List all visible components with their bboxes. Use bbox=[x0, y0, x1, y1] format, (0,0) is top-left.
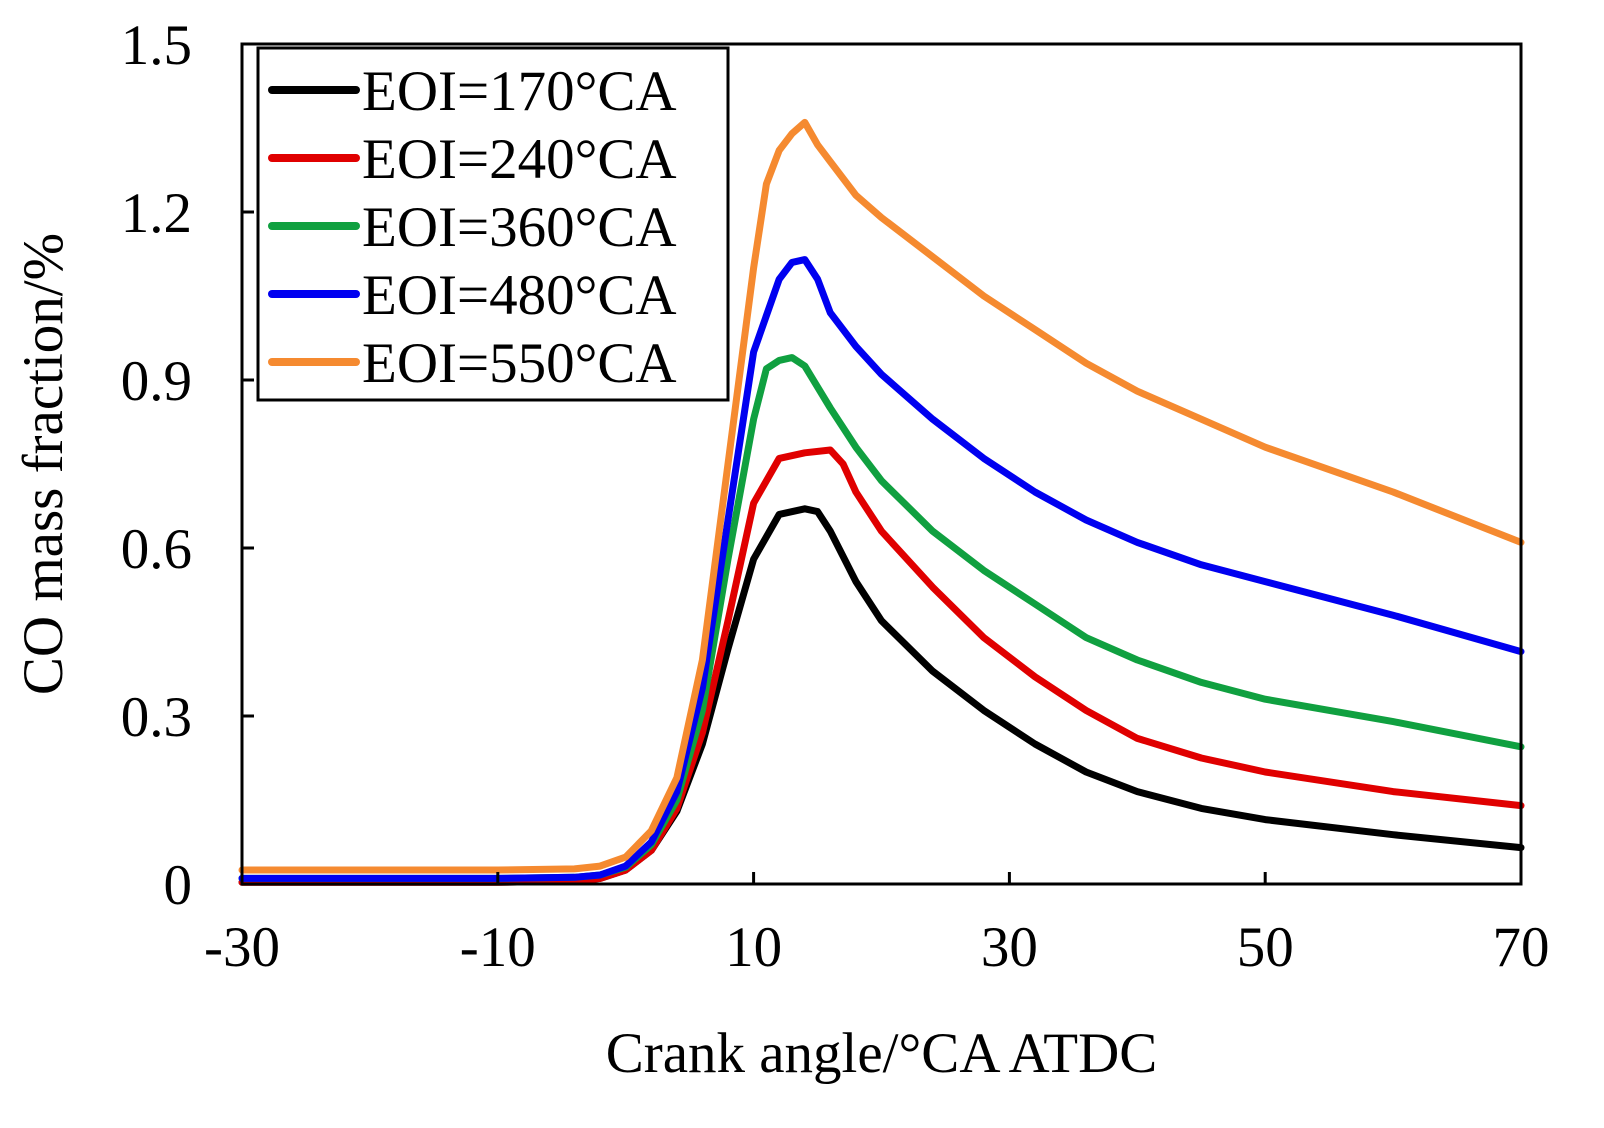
series-layer bbox=[238, 118, 1525, 886]
x-tick-label: 70 bbox=[1493, 916, 1550, 979]
series-line-4 bbox=[238, 256, 1525, 882]
legend-label-2: EOI=240°CA bbox=[362, 128, 677, 191]
y-tick-label: 0.6 bbox=[121, 518, 192, 581]
plot-frame bbox=[240, 42, 1523, 886]
x-axis-label: Crank angle/°CA ATDC bbox=[606, 1022, 1158, 1085]
y-tick-label: 0.3 bbox=[121, 686, 192, 749]
x-tick-label: -10 bbox=[460, 916, 536, 979]
y-tick-label: 1.5 bbox=[121, 14, 192, 77]
series-line-2 bbox=[238, 446, 1525, 886]
x-tick-label: 30 bbox=[981, 916, 1038, 979]
x-tick-label: 10 bbox=[725, 916, 782, 979]
legend: EOI=170°CAEOI=240°CAEOI=360°CAEOI=480°CA… bbox=[256, 46, 730, 402]
legend-label-3: EOI=360°CA bbox=[362, 196, 677, 259]
y-tick-label: 0.9 bbox=[121, 350, 192, 413]
y-axis-ticks: 0 0.3 0.6 0.9 1.2 1.5 bbox=[121, 14, 254, 917]
series-line-1 bbox=[238, 505, 1525, 886]
x-tick-label: -30 bbox=[204, 916, 280, 979]
y-tick-label: 0 bbox=[164, 854, 193, 917]
x-tick-label: 50 bbox=[1237, 916, 1294, 979]
legend-label-4: EOI=480°CA bbox=[362, 264, 677, 327]
legend-label-1: EOI=170°CA bbox=[362, 60, 677, 123]
series-line-5 bbox=[238, 118, 1525, 874]
legend-label-5: EOI=550°CA bbox=[362, 332, 677, 395]
x-axis-ticks: -30 -10 10 30 50 70 bbox=[204, 872, 1550, 979]
y-tick-label: 1.2 bbox=[121, 182, 192, 245]
y-axis-label: CO mass fraction/% bbox=[12, 233, 75, 695]
